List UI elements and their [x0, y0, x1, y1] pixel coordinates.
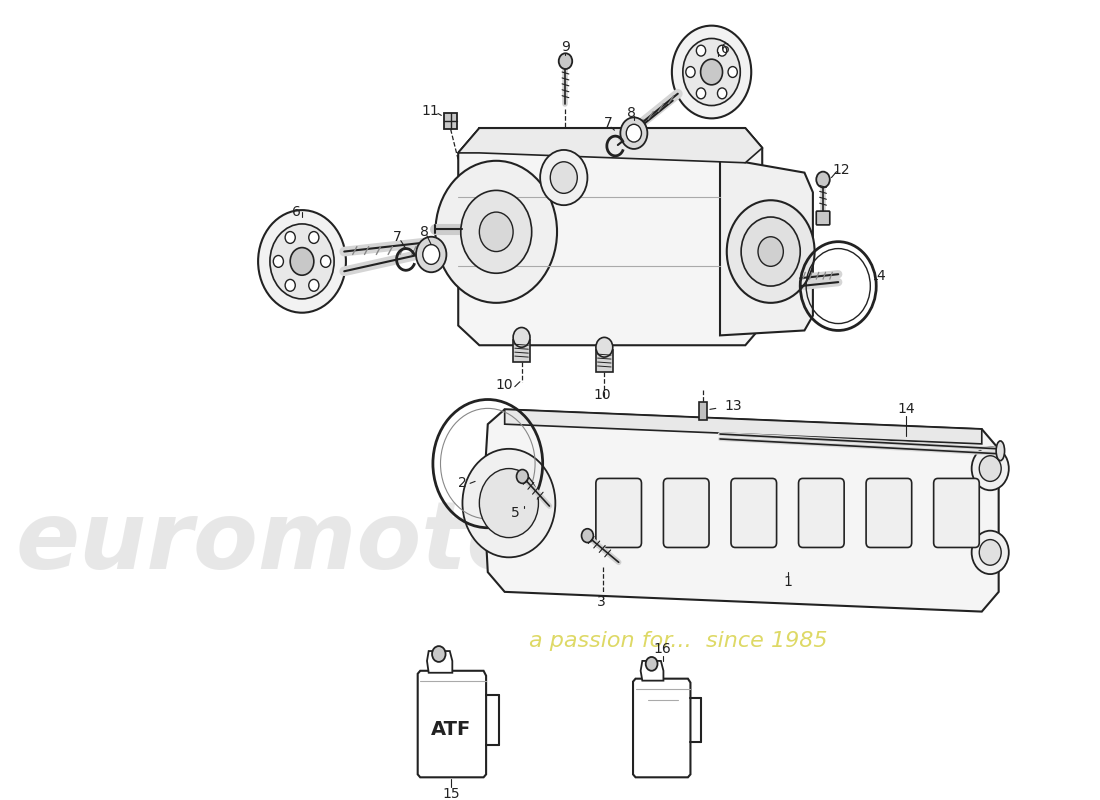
Bar: [596, 350, 613, 372]
Circle shape: [432, 646, 446, 662]
Circle shape: [540, 150, 587, 205]
Circle shape: [559, 54, 572, 69]
FancyBboxPatch shape: [934, 478, 979, 547]
Bar: [513, 340, 530, 362]
Ellipse shape: [997, 441, 1004, 461]
Polygon shape: [640, 661, 663, 681]
Polygon shape: [459, 128, 762, 162]
Text: 3: 3: [597, 594, 606, 609]
Polygon shape: [459, 128, 762, 346]
Text: 8: 8: [627, 106, 636, 121]
Text: 2: 2: [458, 476, 466, 490]
Text: ATF: ATF: [431, 721, 472, 739]
Circle shape: [513, 327, 530, 347]
Circle shape: [727, 200, 815, 303]
Circle shape: [480, 212, 513, 251]
Text: 7: 7: [604, 116, 613, 130]
Circle shape: [646, 657, 658, 670]
Polygon shape: [505, 410, 982, 444]
Text: 7: 7: [393, 230, 402, 244]
Text: 16: 16: [653, 642, 671, 656]
FancyBboxPatch shape: [732, 478, 777, 547]
Polygon shape: [632, 678, 691, 778]
Text: 6: 6: [720, 42, 729, 56]
Polygon shape: [427, 651, 452, 673]
Circle shape: [596, 338, 613, 357]
Polygon shape: [720, 158, 813, 335]
Text: 11: 11: [421, 105, 439, 118]
Text: 10: 10: [593, 387, 611, 402]
FancyBboxPatch shape: [816, 211, 829, 225]
Text: a passion for...  since 1985: a passion for... since 1985: [528, 631, 827, 651]
Text: 9: 9: [561, 40, 570, 54]
Text: 6: 6: [292, 205, 300, 219]
Text: 12: 12: [832, 162, 849, 177]
Circle shape: [258, 210, 345, 313]
FancyBboxPatch shape: [596, 478, 641, 547]
Circle shape: [416, 237, 447, 272]
Circle shape: [979, 539, 1001, 566]
Text: 8: 8: [420, 225, 429, 239]
Circle shape: [971, 447, 1009, 490]
Circle shape: [626, 124, 641, 142]
Bar: [698, 402, 707, 420]
Bar: [444, 114, 458, 130]
Circle shape: [717, 46, 727, 56]
Circle shape: [320, 255, 331, 267]
Circle shape: [816, 172, 829, 187]
FancyBboxPatch shape: [866, 478, 912, 547]
Circle shape: [285, 231, 295, 243]
Text: 10: 10: [496, 378, 514, 392]
Circle shape: [270, 224, 334, 299]
Text: 14: 14: [896, 402, 914, 416]
Circle shape: [309, 279, 319, 291]
Circle shape: [422, 245, 440, 264]
Circle shape: [620, 118, 648, 149]
Circle shape: [582, 529, 593, 542]
FancyBboxPatch shape: [663, 478, 710, 547]
Circle shape: [462, 449, 556, 558]
Circle shape: [685, 66, 695, 78]
FancyBboxPatch shape: [799, 478, 844, 547]
Circle shape: [683, 38, 740, 106]
Circle shape: [741, 217, 800, 286]
Circle shape: [480, 469, 539, 538]
Circle shape: [517, 470, 528, 483]
Text: 5: 5: [512, 506, 520, 520]
Circle shape: [696, 88, 706, 98]
Circle shape: [701, 59, 723, 85]
Circle shape: [309, 231, 319, 243]
Circle shape: [971, 530, 1009, 574]
Circle shape: [273, 255, 284, 267]
Circle shape: [436, 161, 557, 303]
Circle shape: [696, 46, 706, 56]
Circle shape: [758, 237, 783, 266]
Text: euromotores: euromotores: [15, 497, 698, 589]
Circle shape: [290, 247, 314, 275]
Text: 13: 13: [725, 399, 742, 414]
Polygon shape: [418, 670, 486, 778]
Circle shape: [979, 456, 1001, 482]
Circle shape: [672, 26, 751, 118]
Text: 4: 4: [876, 270, 884, 283]
Circle shape: [717, 88, 727, 98]
Circle shape: [550, 162, 578, 194]
Circle shape: [285, 279, 295, 291]
Text: 1: 1: [783, 575, 792, 589]
Circle shape: [728, 66, 737, 78]
Circle shape: [461, 190, 531, 274]
Text: 15: 15: [442, 787, 460, 800]
Polygon shape: [484, 410, 999, 611]
